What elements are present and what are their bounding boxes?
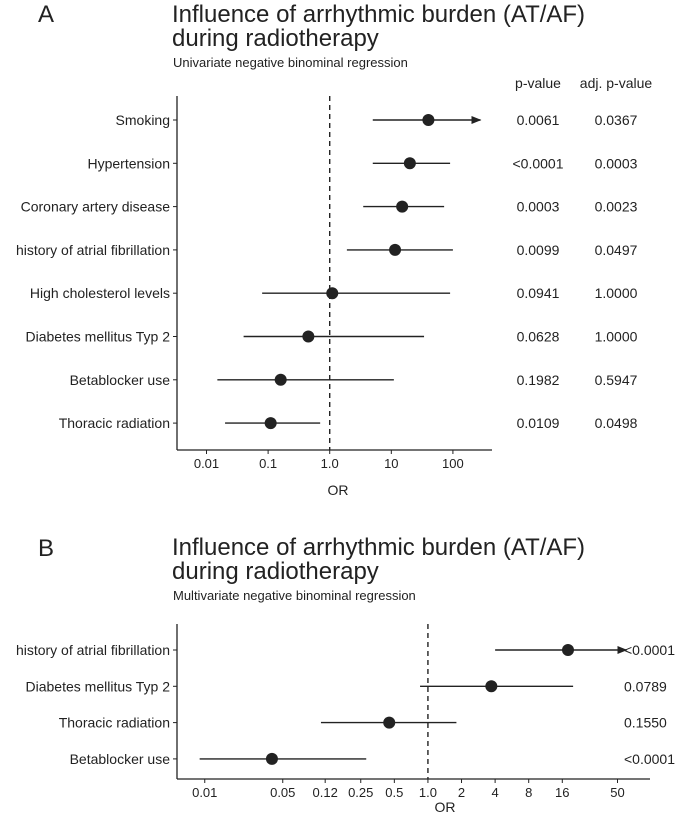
panel-b-or-point [485, 680, 498, 693]
panel-a-title-line2: during radiotherapy [172, 25, 379, 52]
panel-a-row-label: history of atrial fibrillation [16, 242, 170, 258]
panel-b-subtitle: Multivariate negative binominal regressi… [173, 588, 416, 603]
panel-b-p-value: 0.1550 [624, 715, 667, 731]
panel-a-row-label: Smoking [116, 112, 170, 128]
panel-b-or-point [562, 644, 575, 656]
panel-a-pvalue-header: p-value [515, 75, 561, 91]
panel-b-or-point [383, 716, 396, 729]
panel-a-row-label: Coronary artery disease [21, 199, 171, 215]
panel-a-p-value: 0.0003 [517, 199, 560, 215]
panel-b-x-tick-label: 0.05 [270, 785, 295, 800]
panel-b: B Influence of arrhythmic burden (AT/AF)… [16, 534, 675, 815]
panel-a-x-tick-label: 1.0 [321, 456, 339, 471]
panel-b-x-tick-label: 16 [555, 785, 569, 800]
panel-a: A Influence of arrhythmic burden (AT/AF)… [16, 1, 652, 498]
panel-a-p-value: <0.0001 [513, 155, 564, 171]
panel-a-row-label: Hypertension [88, 155, 171, 171]
panel-b-plot-area: 0.01 0.05 0.12 0.25 0.5 1.0 2 4 8 16 50 history of … [16, 624, 675, 800]
panel-a-p-value: 0.0941 [517, 285, 560, 301]
panel-b-x-tick-label: 0.25 [348, 785, 373, 800]
panel-a-x-tick-label: 0.1 [259, 456, 277, 471]
panel-a-or-point [396, 200, 409, 213]
panel-a-adj-p-value: 0.0497 [595, 242, 638, 258]
panel-a-or-point [264, 417, 277, 430]
panel-b-title-line2: during radiotherapy [172, 558, 379, 585]
panel-a-row-label: Thoracic radiation [59, 415, 170, 431]
panel-b-row-label: history of atrial fibrillation [16, 642, 170, 658]
panel-a-adj-p-value: 0.0367 [595, 112, 638, 128]
panel-b-letter: B [38, 535, 54, 562]
panel-b-x-tick-label: 8 [525, 785, 532, 800]
panel-a-p-value: 0.1982 [517, 372, 560, 388]
panel-b-x-tick-label: 0.12 [313, 785, 338, 800]
panel-a-row-label: Betablocker use [70, 372, 171, 388]
panel-a-plot-area: 0.01 0.1 1.0 10 100 Smoking 0.0061 0.0367 Hypert… [16, 96, 638, 471]
panel-a-x-axis-label: OR [328, 482, 349, 498]
panel-a-adj-p-value: 0.0023 [595, 199, 638, 215]
panel-a-adj-p-value: 0.0498 [595, 415, 638, 431]
panel-b-x-axis-label: OR [435, 799, 456, 815]
panel-a-p-value: 0.0628 [517, 329, 560, 345]
panel-b-x-tick-label: 50 [610, 785, 624, 800]
panel-b-x-tick-label: 0.01 [192, 785, 217, 800]
panel-b-row-label: Betablocker use [70, 751, 171, 767]
panel-a-p-value: 0.0099 [517, 242, 560, 258]
panel-a-or-point [389, 243, 402, 256]
panel-a-or-point [274, 373, 287, 386]
panel-a-subtitle: Univariate negative binominal regression [173, 55, 408, 70]
panel-b-or-point [265, 752, 278, 765]
panel-a-or-point [422, 114, 435, 126]
panel-a-adj-p-value: 0.0003 [595, 155, 638, 171]
panel-a-adj-p-value: 1.0000 [595, 329, 638, 345]
panel-a-x-tick-label: 100 [442, 456, 464, 471]
panel-b-row-label: Thoracic radiation [59, 715, 170, 731]
panel-a-title-line1: Influence of arrhythmic burden (AT/AF) [172, 1, 585, 28]
panel-a-or-point [302, 330, 315, 343]
panel-a-row-label: High cholesterol levels [30, 285, 170, 301]
panel-a-adj-p-value: 0.5947 [595, 372, 638, 388]
panel-a-or-point [403, 157, 416, 170]
panel-a-adj-p-value: 1.0000 [595, 285, 638, 301]
panel-a-p-value: 0.0109 [517, 415, 560, 431]
panel-b-p-value: <0.0001 [624, 751, 675, 767]
panel-a-adj-pvalue-header: adj. p-value [580, 75, 653, 91]
panel-a-x-tick-label: 10 [384, 456, 398, 471]
panel-b-x-tick-label: 0.5 [385, 785, 403, 800]
panel-b-x-tick-label: 2 [458, 785, 465, 800]
panel-a-p-value: 0.0061 [517, 112, 560, 128]
panel-a-or-point [326, 287, 339, 300]
panel-b-x-tick-label: 1.0 [419, 785, 437, 800]
panel-b-title-line1: Influence of arrhythmic burden (AT/AF) [172, 534, 585, 561]
panel-b-x-tick-label: 4 [491, 785, 498, 800]
panel-b-p-value: <0.0001 [624, 642, 675, 658]
panel-a-x-tick-label: 0.01 [194, 456, 219, 471]
panel-b-p-value: 0.0789 [624, 678, 667, 694]
panel-a-row-label: Diabetes mellitus Typ 2 [26, 329, 171, 345]
panel-a-letter: A [38, 1, 54, 28]
panel-b-row-label: Diabetes mellitus Typ 2 [26, 678, 171, 694]
